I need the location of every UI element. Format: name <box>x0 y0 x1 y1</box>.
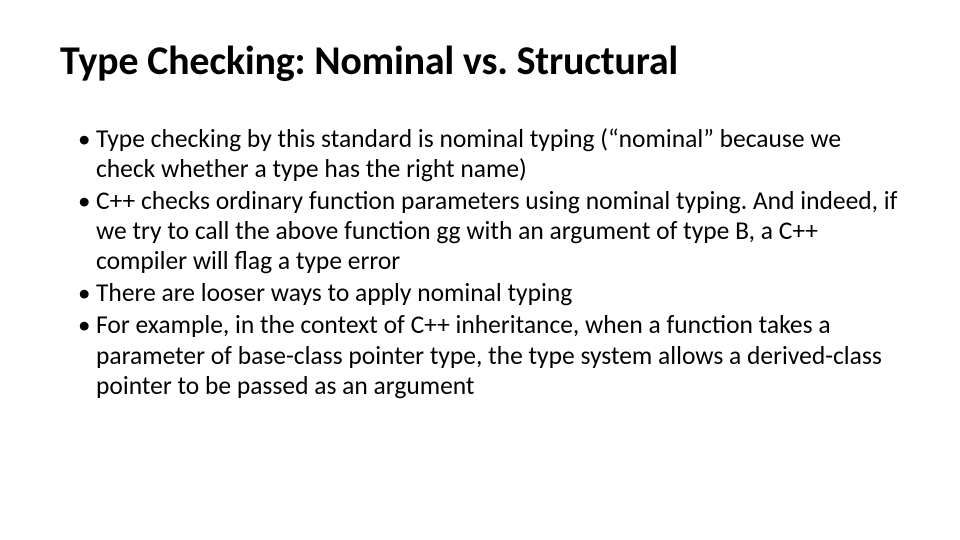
slide: Type Checking: Nominal vs. Structural Ty… <box>0 0 960 540</box>
bullet-item: For example, in the context of C++ inher… <box>78 310 900 400</box>
bullet-list: Type checking by this standard is nomina… <box>60 124 900 401</box>
bullet-item: C++ checks ordinary function parameters … <box>78 186 900 276</box>
bullet-item: There are looser ways to apply nominal t… <box>78 278 900 308</box>
bullet-item: Type checking by this standard is nomina… <box>78 124 900 184</box>
slide-title: Type Checking: Nominal vs. Structural <box>60 38 900 84</box>
